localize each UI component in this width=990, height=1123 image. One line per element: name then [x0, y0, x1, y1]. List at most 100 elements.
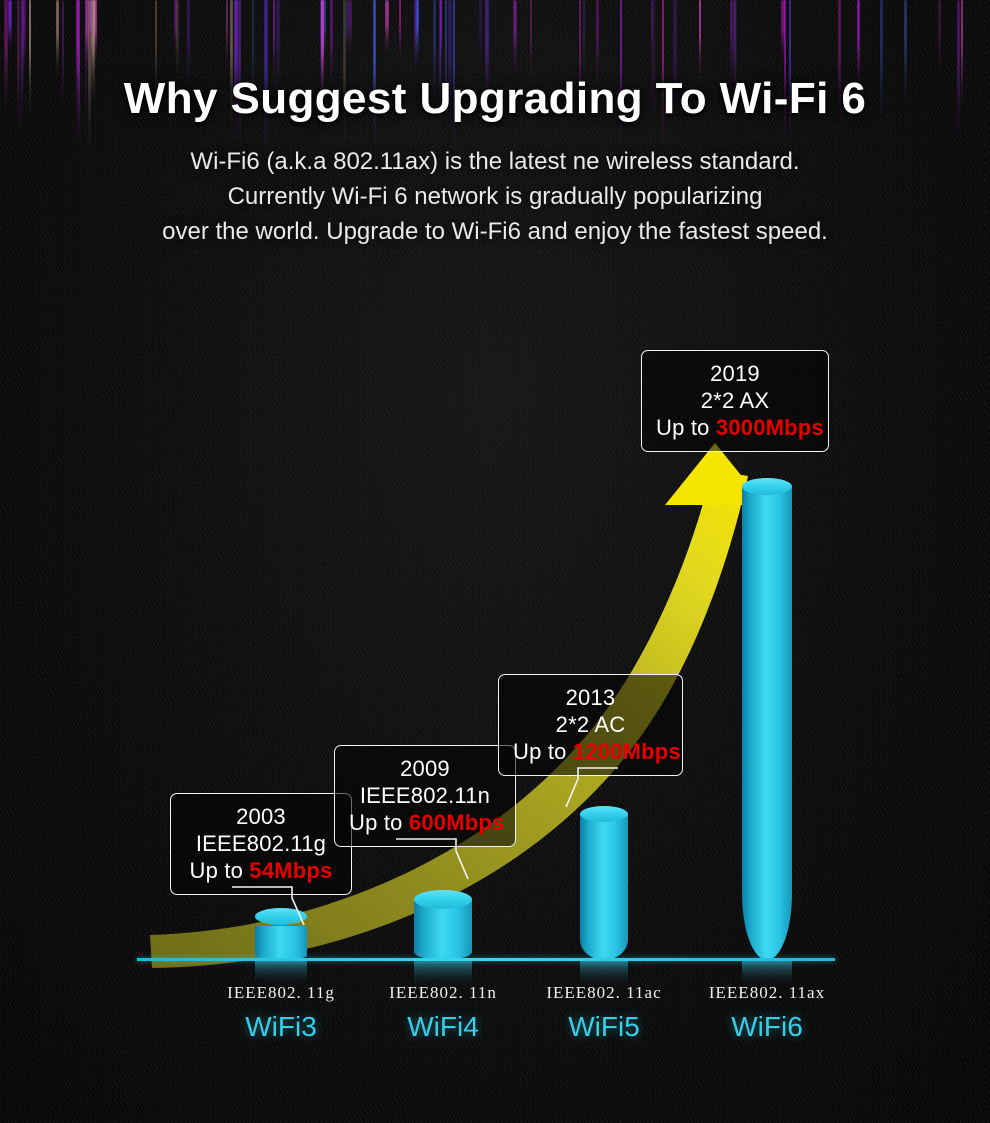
- callout-2013-prefix: Up to: [513, 739, 573, 764]
- spectrum-streak: [21, 0, 24, 118]
- bar-wifi6: [742, 478, 792, 992]
- spectrum-streak: [448, 0, 452, 144]
- spectrum-streak: [174, 0, 177, 61]
- spectrum-streak: [730, 0, 733, 95]
- bar-top-cap: [255, 908, 307, 925]
- bar-wifi4: [414, 890, 472, 994]
- callout-2013-tail: [565, 767, 618, 808]
- callout-2013-speed-line: Up to 1200Mbps: [513, 738, 681, 765]
- bar-body: [742, 486, 792, 960]
- callout-2003-year: 2003: [236, 804, 286, 829]
- spectrum-streak: [596, 0, 599, 102]
- bar-top-cap: [414, 890, 472, 909]
- axis-standard-wifi6: IEEE802. 11ax: [708, 983, 826, 1002]
- bar-wifi3: [255, 908, 307, 990]
- chart-baseline: [137, 958, 835, 961]
- callout-2019-speed-line: Up to 3000Mbps: [656, 414, 824, 441]
- callout-2003-prefix: Up to: [189, 858, 250, 883]
- callout-2003: 2003 IEEE802.11g Up to 54Mbps: [170, 793, 352, 895]
- callout-2009-year: 2009: [400, 756, 450, 781]
- spectrum-streak: [88, 0, 91, 172]
- spectrum-streak: [273, 0, 275, 97]
- axis-label-wifi5: IEEE802. 11ac WiFi5: [524, 983, 684, 1043]
- spectrum-streak: [8, 0, 12, 57]
- callout-2009-prefix: Up to: [349, 810, 409, 835]
- callout-2009-speed-line: Up to 600Mbps: [349, 809, 504, 836]
- spectrum-streak: [230, 0, 233, 142]
- bar-reflection: [742, 960, 792, 992]
- spectrum-streak: [62, 0, 64, 129]
- spectrum-streak: [91, 0, 95, 113]
- subtitle-line-1: Wi-Fi6 (a.k.a 802.11ax) is the latest ne…: [190, 148, 800, 175]
- spectrum-streak: [620, 0, 622, 160]
- spectrum-streak: [373, 0, 376, 164]
- callout-2013-standard: 2*2 AC: [555, 712, 626, 737]
- spectrum-streak: [479, 0, 482, 85]
- spectrum-streak: [414, 0, 417, 82]
- subtitle-line-2: Currently Wi-Fi 6 network is gradually p…: [227, 183, 763, 210]
- callout-2019-prefix: Up to: [656, 415, 716, 440]
- callout-2003-standard: IEEE802.11g: [195, 831, 327, 856]
- spectrum-streak: [330, 0, 333, 95]
- spectrum-streak: [733, 0, 736, 109]
- spectrum-streak: [252, 0, 254, 128]
- callout-2019: 2019 2*2 AX Up to 3000Mbps: [641, 350, 829, 452]
- axis-label-wifi3: IEEE802. 11g WiFi3: [201, 983, 361, 1043]
- axis-name-wifi4: WiFi4: [407, 1011, 479, 1042]
- spectrum-streak: [238, 0, 241, 167]
- axis-standard-wifi4: IEEE802. 11n: [389, 983, 497, 1002]
- spectrum-streak: [324, 0, 326, 67]
- callout-2003-tail: [232, 886, 305, 926]
- spectrum-streak: [579, 0, 581, 133]
- page-subtitle: Wi-Fi6 (a.k.a 802.11ax) is the latest ne…: [0, 144, 990, 249]
- bar-body: [580, 814, 628, 960]
- spectrum-streak: [938, 0, 941, 91]
- callout-2013-year: 2013: [565, 685, 616, 710]
- spectrum-streak: [226, 0, 228, 76]
- callout-2013-speed: 1200Mbps: [572, 739, 681, 764]
- spectrum-streak: [17, 0, 20, 148]
- spectrum-streak: [651, 0, 653, 73]
- callout-2019-speed: 3000Mbps: [715, 415, 824, 440]
- axis-standard-wifi5: IEEE802. 11ac: [546, 983, 662, 1002]
- spectrum-streak: [961, 0, 963, 120]
- spectrum-streak: [346, 0, 348, 64]
- axis-label-wifi4: IEEE802. 11n WiFi4: [363, 983, 523, 1043]
- bar-reflection: [414, 960, 472, 994]
- spectrum-streak: [343, 0, 346, 170]
- axis-label-wifi6: IEEE802. 11ax WiFi6: [687, 983, 847, 1043]
- callout-2003-speed: 54Mbps: [249, 858, 333, 883]
- spectrum-streak: [85, 0, 87, 160]
- spectrum-streak: [78, 0, 80, 159]
- spectrum-streak: [857, 0, 860, 104]
- callout-2013: 2013 2*2 AC Up to 1200Mbps: [498, 674, 683, 776]
- callout-2009: 2009 IEEE802.11n Up to 600Mbps: [334, 745, 516, 847]
- spectrum-streak: [56, 0, 59, 85]
- spectrum-streak: [93, 0, 97, 71]
- spectrum-streak: [453, 0, 455, 169]
- page-title: Why Suggest Upgrading To Wi-Fi 6: [123, 74, 867, 123]
- axis-standard-wifi3: IEEE802. 11g: [227, 983, 335, 1002]
- spectrum-streak: [348, 0, 352, 65]
- spectrum-streak: [485, 0, 489, 121]
- bar-wifi5: [580, 806, 628, 992]
- spectrum-streak: [85, 0, 89, 80]
- axis-name-wifi5: WiFi5: [568, 1011, 640, 1042]
- spectrum-streak: [789, 0, 791, 165]
- spectrum-streak: [784, 0, 786, 161]
- callout-2009-speed: 600Mbps: [408, 810, 505, 835]
- callout-2019-standard: 2*2 AX: [700, 388, 770, 413]
- spectrum-streak: [76, 0, 79, 114]
- arrow-head-shape: [665, 443, 765, 505]
- spectrum-streak: [440, 0, 442, 82]
- spectrum-streak: [781, 0, 785, 71]
- callout-2009-standard: IEEE802.11n: [359, 783, 491, 808]
- spectrum-streak: [416, 0, 419, 69]
- spectrum-streak: [76, 0, 80, 159]
- spectrum-streak: [399, 0, 401, 68]
- axis-name-wifi6: WiFi6: [731, 1011, 803, 1042]
- spectrum-streak: [673, 0, 677, 138]
- spectrum-streak: [187, 0, 190, 104]
- spectrum-streak: [176, 0, 179, 96]
